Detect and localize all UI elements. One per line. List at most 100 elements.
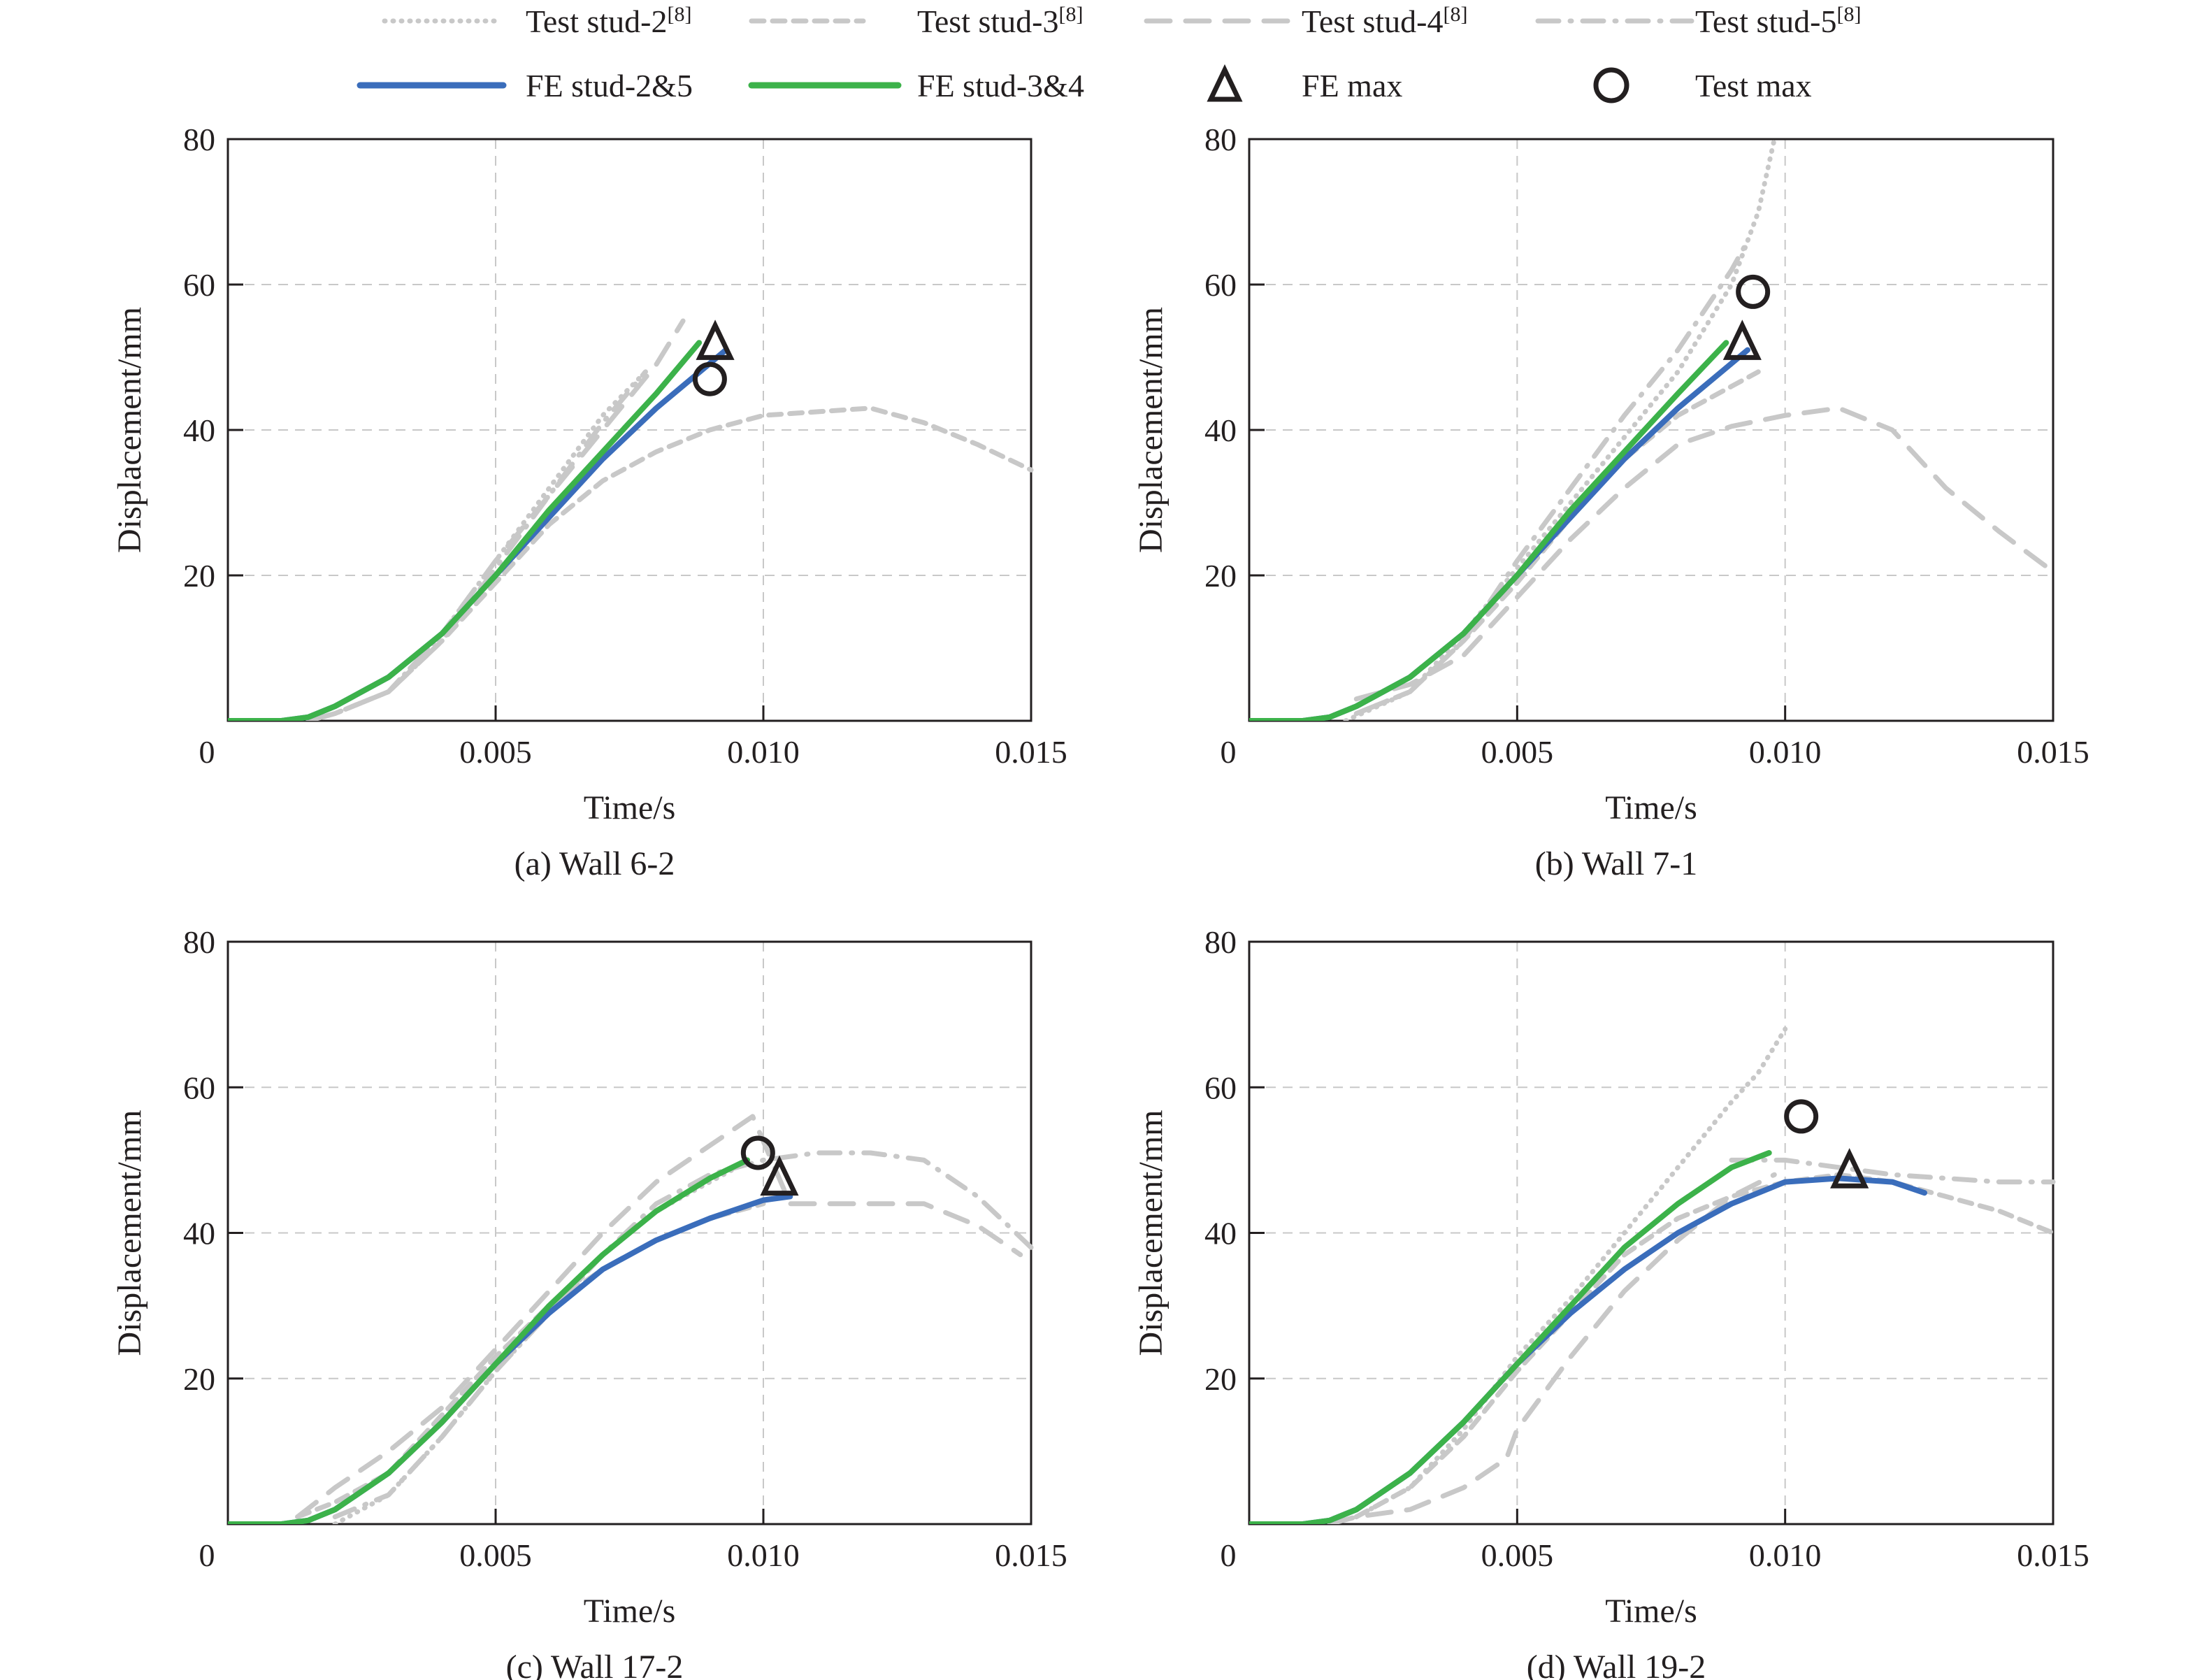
x-tick-label: 0.010: [727, 1537, 800, 1573]
y-tick-label: 40: [1204, 412, 1237, 448]
fe-max-marker: [1722, 320, 1762, 360]
test-max-marker: [1736, 274, 1771, 309]
chart-panel-b: 0 0.005 0.010 0.015 20 40 60 80 Time/s Displaceme…: [1132, 122, 2089, 882]
x-axis-label: Time/s: [584, 1593, 676, 1630]
x-tick-label: 0.015: [995, 1537, 1067, 1573]
series-fe-stud-3-4: [1249, 1150, 1772, 1524]
panel-caption: (d) Wall 19-2: [1527, 1649, 1706, 1680]
series-group: [1249, 136, 2056, 721]
series-fe-stud-2-5: [1249, 347, 1750, 721]
x-tick-label: 0.010: [727, 734, 800, 770]
x-tick-label: 0.015: [2017, 1537, 2089, 1573]
y-tick-label: 60: [1204, 267, 1237, 303]
x-tick-label: 0.005: [459, 1537, 532, 1573]
y-tick-label: 60: [183, 267, 215, 303]
x-tick-label: 0.005: [459, 734, 532, 770]
chart-panel-c: 0 0.005 0.010 0.015 20 40 60 80 Time/s Displaceme…: [111, 924, 1067, 1680]
series-fe-stud-3-4: [228, 1157, 750, 1524]
series-fe-stud-2-5: [228, 1193, 793, 1524]
series-fe-stud-2-5: [228, 347, 729, 721]
panel-caption: (b) Wall 7-1: [1535, 845, 1698, 882]
x-tick-label: 0: [199, 734, 215, 770]
legend-label: Test stud-4[8]: [1302, 3, 1467, 39]
series-test-stud-4: [1327, 1172, 1777, 1524]
y-tick-label: 60: [1204, 1070, 1237, 1105]
series-group: [1249, 1026, 2056, 1524]
series-test-stud-5: [1353, 238, 1750, 717]
y-tick-label: 80: [1204, 924, 1237, 960]
series-test-stud-2: [1353, 1026, 1788, 1520]
test-max-marker: [692, 361, 727, 396]
panels: 0 0.005 0.010 0.015 20 40 60 80 Time/s Displaceme…: [111, 122, 2089, 1680]
series-fe-stud-3-4: [228, 340, 703, 721]
legend-item: FE stud-3&4: [748, 68, 1084, 103]
test-max-marker: [1784, 1099, 1819, 1134]
series-test-stud-3: [305, 405, 1034, 721]
fe-max-marker: [1830, 1148, 1869, 1189]
legend: Test stud-2[8] Test stud-3[8] Test stud-4[…: [357, 3, 1861, 103]
series-test-stud-5: [332, 1150, 1034, 1520]
legend-item: Test stud-3[8]: [749, 3, 1083, 39]
circle-marker-icon: [1593, 67, 1629, 103]
panel-caption: (c) Wall 17-2: [506, 1649, 684, 1680]
series-test-stud-3: [295, 1201, 766, 1520]
chart-panel-d: 0 0.005 0.010 0.015 20 40 60 80 Time/s Displaceme…: [1132, 924, 2089, 1680]
series-test-stud-2: [305, 369, 648, 721]
y-tick-label: 20: [1204, 1361, 1237, 1397]
legend-label: FE stud-2&5: [526, 68, 693, 103]
fe-max-marker: [696, 320, 735, 360]
legend-item: Test stud-2[8]: [382, 3, 691, 39]
legend-label: FE stud-3&4: [917, 68, 1084, 103]
legend-label: Test stud-3[8]: [917, 3, 1083, 39]
y-tick-label: 20: [183, 558, 215, 594]
x-tick-label: 0.010: [1749, 1537, 1822, 1573]
legend-label: Test max: [1695, 68, 1812, 103]
legend-label: FE max: [1302, 68, 1402, 103]
y-tick-label: 40: [1204, 1216, 1237, 1251]
y-axis-label: Displacement/mm: [1132, 1110, 1170, 1356]
x-tick-label: 0: [199, 1537, 215, 1573]
series-test-stud-3: [1353, 369, 1761, 717]
x-tick-label: 0.015: [995, 734, 1067, 770]
test-max-marker: [740, 1135, 775, 1170]
y-tick-label: 80: [183, 924, 215, 960]
series-fe-stud-2-5: [1249, 1175, 1927, 1524]
triangle-marker-icon: [1207, 64, 1243, 102]
x-tick-label: 0.015: [2017, 734, 2089, 770]
y-tick-label: 20: [1204, 558, 1237, 594]
y-tick-label: 40: [183, 1216, 215, 1251]
chart-panel-a: 0 0.005 0.010 0.015 20 40 60 80 Time/s Displaceme…: [111, 122, 1067, 882]
x-tick-label: 0.005: [1481, 734, 1554, 770]
y-tick-label: 40: [183, 412, 215, 448]
series-test-stud-5: [305, 369, 648, 721]
panel-caption: (a) Wall 6-2: [514, 845, 675, 882]
legend-item: Test stud-5[8]: [1535, 3, 1861, 39]
y-tick-label: 80: [183, 122, 215, 157]
x-axis-label: Time/s: [1605, 1593, 1697, 1630]
series-test-stud-3: [1353, 1172, 2056, 1520]
series-group: [228, 318, 1034, 721]
x-tick-label: 0: [1221, 1537, 1237, 1573]
legend-item: FE stud-2&5: [357, 68, 693, 103]
x-tick-label: 0.005: [1481, 1537, 1554, 1573]
y-axis-label: Displacement/mm: [1132, 307, 1170, 553]
x-axis-label: Time/s: [584, 789, 676, 826]
legend-item: Test max: [1593, 67, 1812, 103]
x-axis-label: Time/s: [1605, 789, 1697, 826]
series-test-stud-4: [295, 1114, 1023, 1520]
series-fe-stud-3-4: [1249, 340, 1729, 721]
series-test-stud-5: [1729, 1157, 2056, 1185]
legend-item: Test stud-4[8]: [1144, 3, 1467, 39]
y-tick-label: 80: [1204, 122, 1237, 157]
series-group: [228, 1114, 1034, 1524]
y-axis-label: Displacement/mm: [111, 307, 148, 553]
y-axis-label: Displacement/mm: [111, 1110, 148, 1356]
y-tick-label: 60: [183, 1070, 215, 1105]
legend-label: Test stud-5[8]: [1695, 3, 1861, 39]
x-tick-label: 0.010: [1749, 734, 1822, 770]
legend-item: FE max: [1207, 64, 1402, 103]
legend-label: Test stud-2[8]: [526, 3, 691, 39]
fe-max-marker: [760, 1155, 799, 1196]
series-test-stud-4: [1353, 405, 2056, 702]
